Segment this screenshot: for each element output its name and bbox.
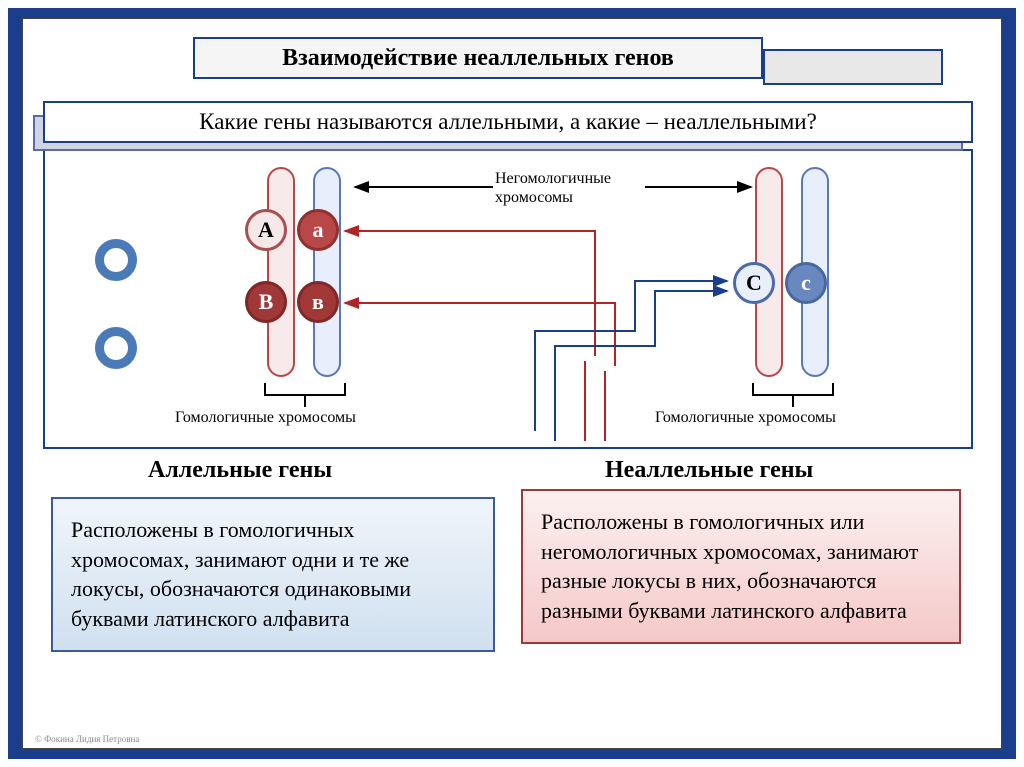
title-shadow [763,49,943,85]
gene-B: В [245,281,287,323]
label-homolog-right: Гомологичные хромосомы [655,409,836,427]
gene-C: С [733,262,775,304]
gene-a: а [297,209,339,251]
gene-c: с [785,262,827,304]
panel-right-body: Расположены в гомологичных или негомолог… [521,489,961,644]
ring-icon [95,327,137,369]
title-bar: Взаимодействие неаллельных генов [193,37,763,79]
chromosome-left-1 [267,167,295,377]
slide-frame: Взаимодействие неаллельных генов Какие г… [8,8,1016,759]
label-nonhomolog-text: Негомологичные хромосомы [495,170,611,206]
panel-left-title: Аллельные гены [148,457,332,484]
label-homolog-left: Гомологичные хромосомы [175,409,356,427]
gene-b: в [297,281,339,323]
gene-A: А [245,209,287,251]
copyright: © Фокина Лидия Петровна [35,734,139,744]
panel-right-title: Неаллельные гены [605,457,813,484]
ring-icon [95,239,137,281]
diagram-area: А а В в С с Негомологичные хромосомы Гом… [43,149,973,449]
slide-content: Взаимодействие неаллельных генов Какие г… [22,18,1002,749]
subtitle-bar: Какие гены называются аллельными, а каки… [43,101,973,143]
label-nonhomolog: Негомологичные хромосомы [495,169,611,207]
panel-left-body: Расположены в гомологичных хромосомах, з… [51,497,495,652]
title-text: Взаимодействие неаллельных генов [282,45,674,72]
subtitle-text: Какие гены называются аллельными, а каки… [199,109,817,135]
chromosome-left-2 [313,167,341,377]
